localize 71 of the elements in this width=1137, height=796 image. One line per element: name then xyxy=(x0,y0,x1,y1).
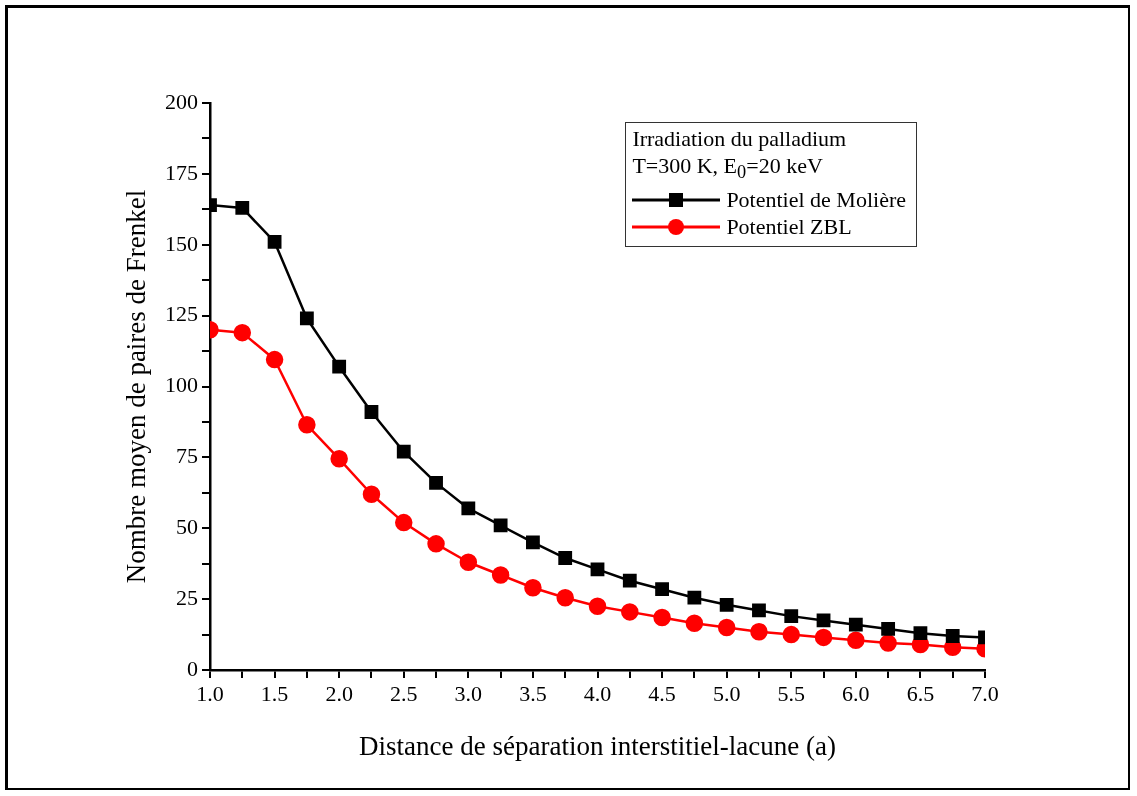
x-tick-label: 3.5 xyxy=(519,680,547,706)
point xyxy=(526,535,540,550)
x-tick-label: 5.0 xyxy=(712,680,741,706)
y-tick-label: 0 xyxy=(187,655,198,681)
point xyxy=(881,621,896,636)
point xyxy=(750,622,768,641)
point xyxy=(945,629,960,643)
point xyxy=(396,444,411,459)
point xyxy=(784,609,799,624)
point xyxy=(848,617,863,632)
point xyxy=(913,626,928,641)
point xyxy=(491,566,510,584)
legend-label: Potentiel ZBL xyxy=(726,213,852,241)
x-tick-label: 2.5 xyxy=(390,680,418,706)
x-tick-label: 1.0 xyxy=(196,680,224,706)
y-tick-label: 150 xyxy=(165,230,198,256)
point xyxy=(621,603,639,621)
point xyxy=(524,579,542,597)
x-tick-label: 6.5 xyxy=(906,680,935,706)
point xyxy=(719,597,734,612)
point xyxy=(364,405,379,419)
point xyxy=(298,416,316,434)
point xyxy=(752,603,766,618)
x-tick-label: 1.5 xyxy=(260,680,289,706)
x-tick-label: 3.0 xyxy=(454,680,483,706)
point xyxy=(782,625,800,644)
point xyxy=(717,618,736,637)
point xyxy=(590,562,605,577)
point xyxy=(588,597,607,615)
y-tick-label: 100 xyxy=(165,372,198,398)
x-tick-label: 4.5 xyxy=(648,680,676,706)
point xyxy=(558,551,573,565)
y-tick-label: 175 xyxy=(165,159,198,185)
y-tick-label: 50 xyxy=(176,514,198,540)
point xyxy=(299,311,314,326)
point xyxy=(459,553,478,572)
x-axis-title: Distance de séparation interstitiel-lacune (a) xyxy=(359,730,836,761)
point xyxy=(814,628,833,647)
y-tick-label: 200 xyxy=(165,88,198,114)
y-tick-label: 75 xyxy=(176,443,198,469)
point xyxy=(429,475,443,490)
point xyxy=(556,588,574,607)
point xyxy=(879,634,897,652)
point xyxy=(687,590,702,605)
point xyxy=(427,535,445,553)
point xyxy=(816,613,831,628)
y-tick-label: 25 xyxy=(176,584,198,610)
point xyxy=(265,350,284,369)
point xyxy=(622,573,637,588)
y-tick-label: 125 xyxy=(165,301,198,327)
point xyxy=(847,631,865,649)
legend-label: Potentiel de Molière xyxy=(726,186,906,214)
point xyxy=(685,614,704,632)
point xyxy=(332,359,347,374)
point xyxy=(267,235,282,249)
x-tick-label: 5.5 xyxy=(777,680,805,706)
x-tick-label: 4.0 xyxy=(583,680,612,706)
point xyxy=(655,582,669,597)
point xyxy=(362,485,381,503)
point xyxy=(233,323,252,342)
x-tick-label: 7.0 xyxy=(971,680,999,706)
x-tick-label: 2.0 xyxy=(325,680,353,706)
point xyxy=(461,501,476,516)
point xyxy=(330,450,348,468)
y-axis-title: Nombre moyen de paires de Frenkel xyxy=(121,189,152,584)
point xyxy=(395,513,413,532)
point xyxy=(493,518,508,533)
legend-title: Irradiation du palladium T=300 K, E$_{0}$=20 keV xyxy=(632,125,848,185)
point xyxy=(653,608,671,627)
x-tick-label: 6.0 xyxy=(842,680,870,706)
point xyxy=(235,200,250,215)
